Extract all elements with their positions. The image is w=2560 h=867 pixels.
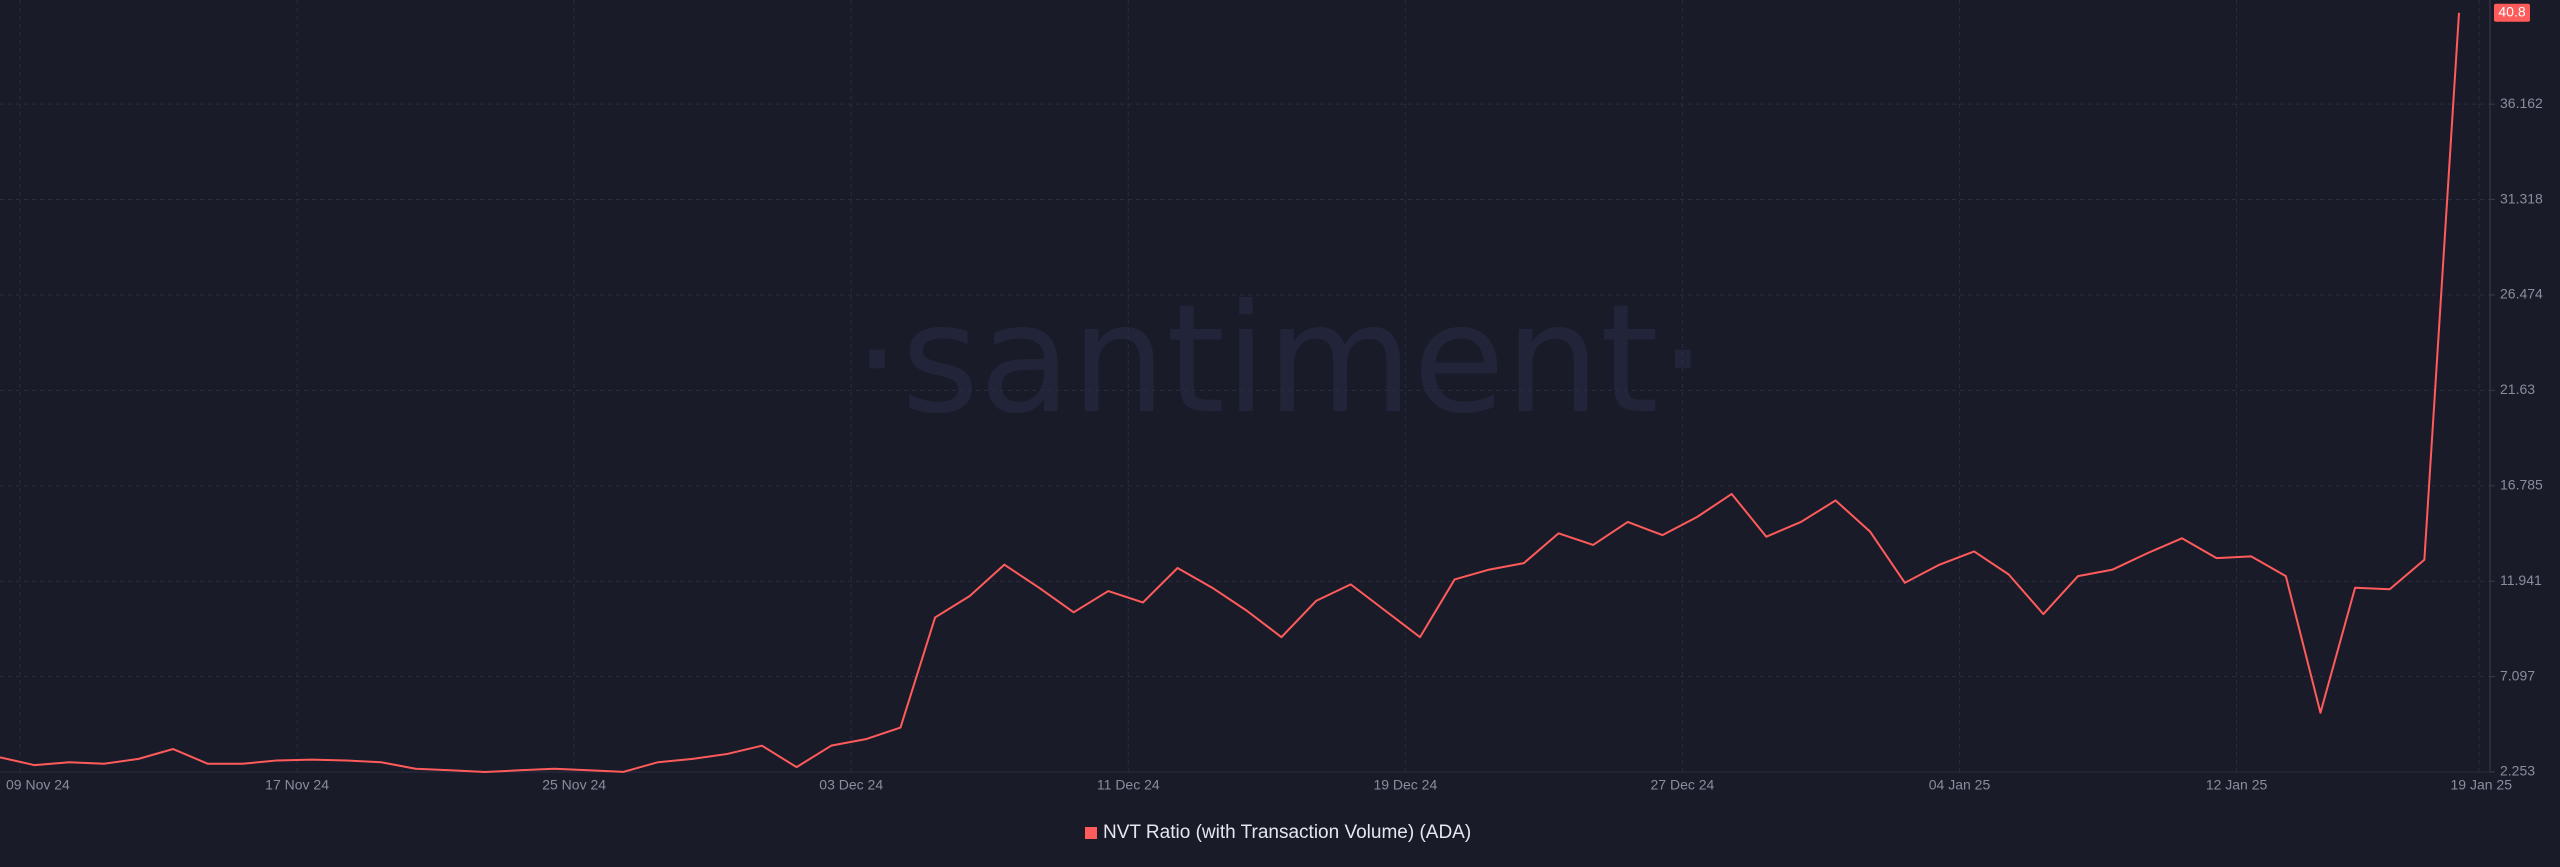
legend-swatch [1085, 827, 1097, 839]
y-tick-label: 26.474 [2500, 286, 2543, 302]
watermark: ·santiment· [853, 273, 1706, 447]
x-tick-label: 12 Jan 25 [2206, 777, 2268, 793]
x-tick-label: 25 Nov 24 [542, 777, 606, 793]
x-tick-label: 19 Dec 24 [1373, 777, 1437, 793]
y-tick-label: 36.162 [2500, 95, 2543, 111]
y-tick-label: 16.785 [2500, 476, 2543, 492]
x-tick-label: 27 Dec 24 [1651, 777, 1715, 793]
x-tick-label: 11 Dec 24 [1097, 777, 1160, 793]
y-tick-label: 7.097 [2500, 667, 2535, 683]
y-tick-label: 11.941 [2500, 572, 2542, 588]
x-tick-label: 19 Jan 25 [2451, 777, 2513, 793]
last-value-label: 40.8 [2498, 4, 2525, 20]
x-tick-label: 04 Jan 25 [1929, 777, 1991, 793]
y-tick-label: 21.63 [2500, 381, 2535, 397]
y-tick-label: 2.253 [2500, 763, 2535, 779]
last-value-badge [2494, 3, 2530, 22]
y-tick-label: 31.318 [2500, 190, 2543, 206]
x-tick-label: 09 Nov 24 [6, 777, 70, 793]
x-tick-label: 03 Dec 24 [819, 777, 883, 793]
legend-label: NVT Ratio (with Transaction Volume) (ADA… [1103, 822, 1471, 843]
data-line [0, 12, 2460, 774]
x-tick-label: 17 Nov 24 [265, 777, 329, 793]
